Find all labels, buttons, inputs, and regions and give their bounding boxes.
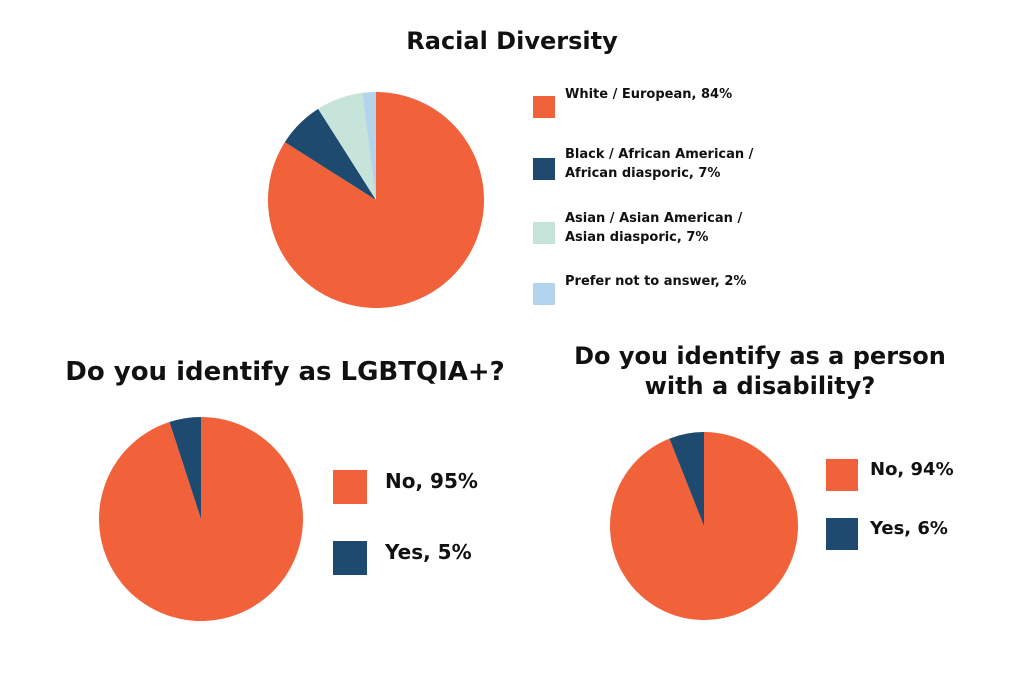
legend-label: Yes, 6% — [870, 518, 948, 539]
pie-slice — [318, 92, 376, 200]
chart-title: Do you identify as LGBTQIA+? — [65, 357, 505, 387]
legend-swatch — [826, 518, 858, 550]
legend-label: Yes, 5% — [385, 540, 472, 564]
legend-swatch — [533, 96, 555, 118]
pie-slice — [284, 108, 376, 200]
legend-label: White / European, 84% — [565, 87, 733, 102]
legend-label: Asian / Asian American / Asian diasporic… — [565, 211, 743, 245]
legend-swatch — [333, 470, 367, 504]
pie-slice — [669, 432, 704, 526]
legend-swatch — [333, 541, 367, 575]
legend-swatch — [533, 283, 555, 305]
legend-swatch — [533, 158, 555, 180]
chart-title: Do you identify as a person with a disab… — [574, 342, 946, 400]
legend-label: No, 94% — [870, 459, 954, 480]
chart-title: Racial Diversity — [406, 27, 618, 55]
pie-slice — [362, 92, 376, 200]
pie-slice — [609, 432, 798, 620]
legend-swatch — [826, 459, 858, 491]
legend-label: Black / African American / African diasp… — [565, 147, 754, 181]
legend-label: Prefer not to answer, 2% — [565, 274, 747, 289]
legend-swatch — [533, 222, 555, 244]
legend-label: No, 95% — [385, 469, 478, 493]
pie-slice — [169, 417, 201, 519]
